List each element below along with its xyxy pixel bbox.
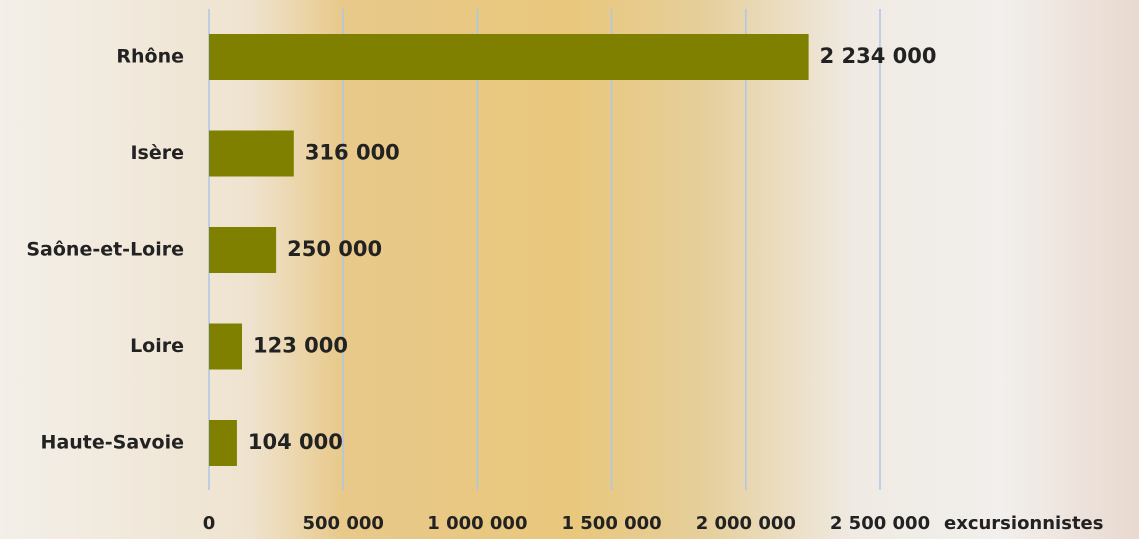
x-axis-label: excursionnistes <box>944 513 1103 534</box>
bar <box>209 323 243 370</box>
x-tick-label: 500 000 <box>302 513 383 534</box>
value-label: 2 234 000 <box>820 44 937 68</box>
y-tick-label: Rhône <box>116 46 184 68</box>
x-tick-label: 1 500 000 <box>561 513 661 534</box>
y-tick-label: Loire <box>130 335 184 357</box>
value-label: 123 000 <box>253 334 348 358</box>
x-tick-label: 2 500 000 <box>830 513 930 534</box>
x-tick-label: 2 000 000 <box>696 513 796 534</box>
bar <box>209 420 237 466</box>
y-tick-label: Saône-et-Loire <box>26 239 184 261</box>
bar <box>209 227 277 273</box>
bar <box>209 34 809 80</box>
x-tick-label: 1 000 000 <box>427 513 527 534</box>
y-tick-label: Haute-Savoie <box>41 432 184 454</box>
value-label: 316 000 <box>305 141 400 165</box>
y-tick-label: Isère <box>130 142 184 164</box>
x-tick-label: 0 <box>203 513 216 534</box>
bar <box>209 130 294 177</box>
value-label: 250 000 <box>287 237 382 261</box>
value-label: 104 000 <box>248 430 343 454</box>
